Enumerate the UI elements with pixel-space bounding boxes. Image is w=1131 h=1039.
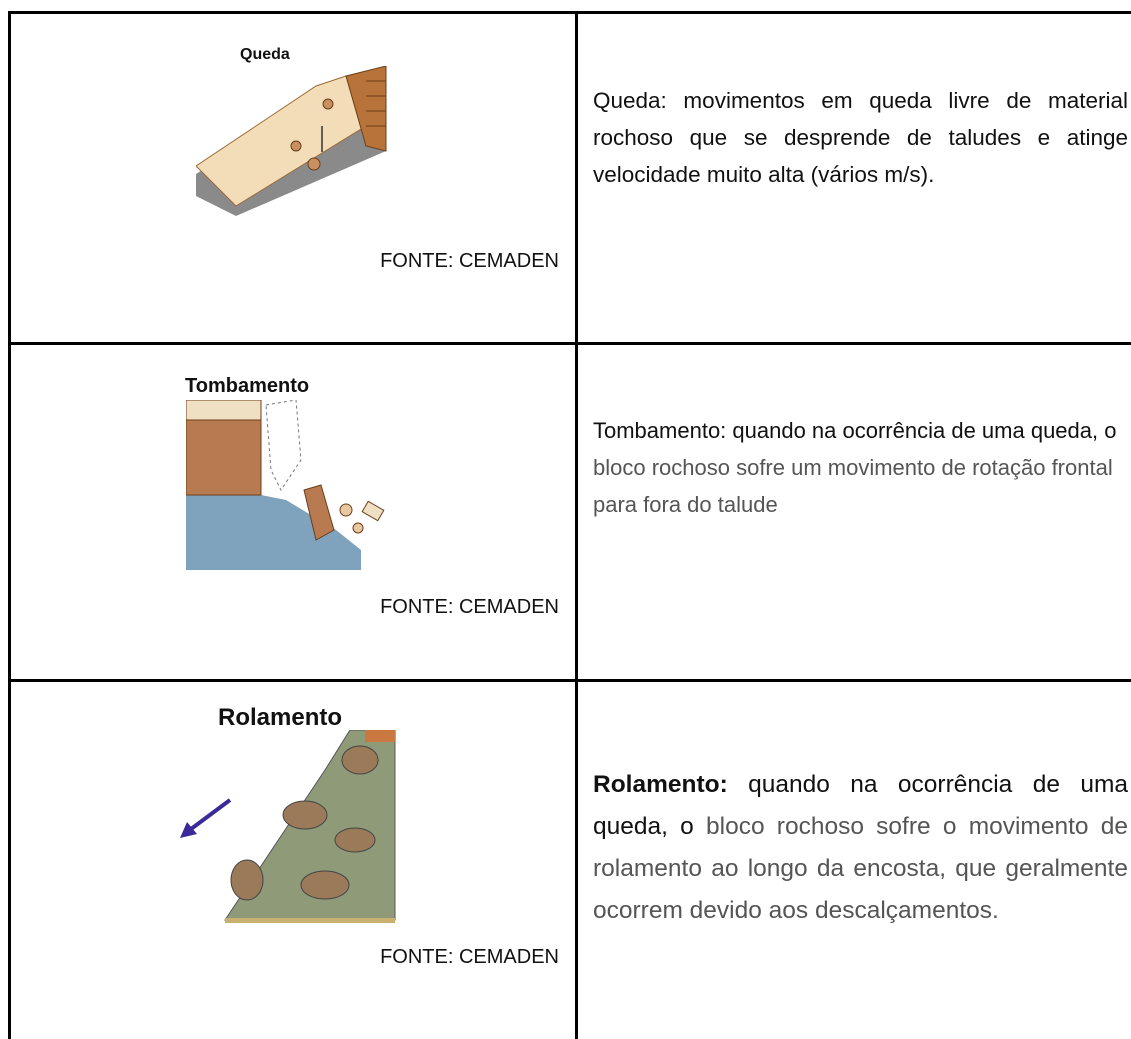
cliff — [345, 66, 387, 152]
text: quando na ocorrência de uma queda, o — [593, 771, 1128, 840]
text: Rolamento: — [593, 771, 728, 798]
cap — [186, 400, 262, 421]
rock — [322, 98, 334, 110]
rock — [352, 522, 364, 534]
illustration — [196, 66, 387, 216]
rock — [339, 503, 353, 517]
rock — [282, 800, 328, 830]
text: bloco rochoso sofre um movimento de rota… — [593, 455, 1113, 517]
row-divider — [8, 342, 1131, 345]
description: Tombamento: quando na ocorrência de uma … — [593, 412, 1128, 523]
illustration — [186, 400, 385, 570]
text: bloco rochoso sofre o movimento de rolam… — [593, 813, 1128, 924]
column-divider — [575, 11, 578, 1039]
ground — [225, 918, 395, 923]
figure-title: Queda — [240, 46, 290, 63]
text: Queda: movimentos em queda livre de mate… — [593, 88, 1128, 187]
arrow — [185, 798, 232, 834]
source: FONTE: CEMADEN — [380, 250, 559, 272]
illustration — [180, 730, 396, 923]
source: FONTE: CEMADEN — [380, 946, 559, 968]
row-divider — [8, 679, 1131, 682]
rock — [334, 827, 376, 853]
outline — [265, 400, 302, 491]
description: Queda: movimentos em queda livre de mate… — [593, 82, 1128, 193]
rock — [300, 870, 350, 900]
rock — [290, 140, 302, 152]
description: Rolamento: quando na ocorrência de uma q… — [593, 764, 1128, 932]
rock — [361, 500, 385, 522]
table-border — [8, 11, 11, 1039]
block — [303, 484, 335, 541]
text: Tombamento: quando na ocorrência de uma … — [593, 418, 1117, 443]
rolling-rock — [230, 859, 264, 901]
figure-title: Tombamento — [185, 375, 310, 397]
rock — [307, 157, 321, 171]
figure-title: Rolamento — [218, 704, 343, 731]
source: FONTE: CEMADEN — [380, 596, 559, 618]
top-layer — [365, 730, 395, 742]
arrow-head — [180, 822, 197, 838]
table-border — [8, 11, 1131, 14]
rock — [341, 745, 379, 775]
